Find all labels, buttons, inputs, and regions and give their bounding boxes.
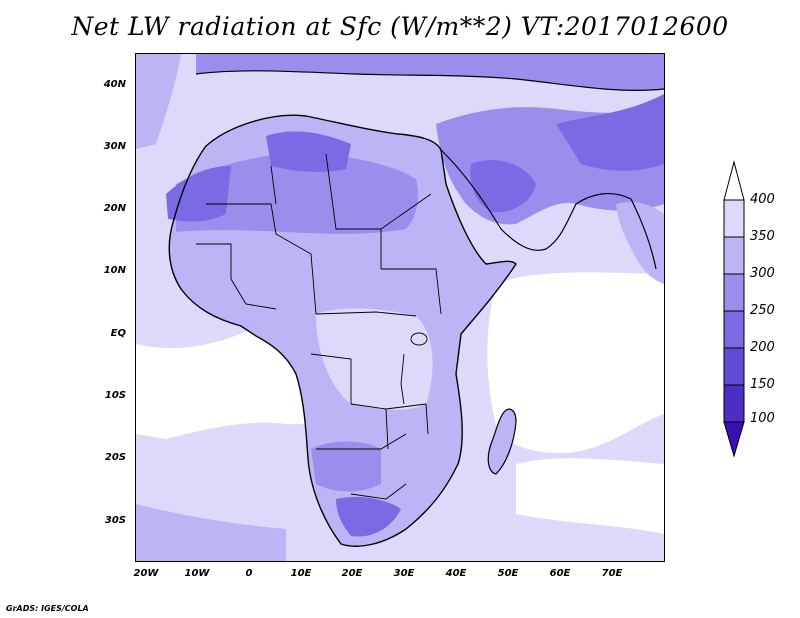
madagascar-region: [488, 409, 516, 474]
lat-label-20s: 20S: [104, 452, 126, 463]
colorbar-label-250: 250: [750, 303, 775, 318]
south-africa-dark: [336, 497, 401, 537]
lon-label-70e: 70E: [601, 568, 623, 579]
madagascar-coastline: [487, 408, 517, 475]
ocean-high-region-south: [516, 458, 664, 534]
lat-label-20n: 20N: [103, 203, 126, 214]
grads-credit: GrADS: IGES/COLA: [6, 604, 89, 613]
europe-coastline: [195, 70, 664, 91]
ocean-region-nw: [136, 54, 181, 149]
lat-label-30s: 30S: [104, 515, 126, 526]
lon-label-30e: 30E: [393, 568, 415, 579]
kalahari-dark: [311, 441, 381, 492]
lake-malawi: [425, 403, 429, 435]
colorbar: [723, 160, 745, 458]
lat-label-10n: 10N: [103, 265, 126, 276]
colorbar-bottom-arrow: [723, 421, 745, 458]
lat-label-30n: 30N: [103, 141, 126, 152]
arabia-dark: [470, 160, 536, 213]
lon-label-20e: 20E: [341, 568, 363, 579]
colorbar-label-200: 200: [750, 340, 775, 355]
chart-title: Net LW radiation at Sfc (W/m**2) VT:2017…: [71, 12, 729, 41]
radiation-map: [136, 54, 664, 561]
lon-label-0: 0: [245, 568, 253, 579]
lake-tanganyika: [400, 353, 405, 405]
lon-label-10e: 10E: [290, 568, 312, 579]
colorbar-label-400: 400: [750, 192, 775, 207]
country-borders: [196, 153, 442, 500]
algeria-dark: [266, 131, 351, 172]
africa-coastline: [168, 114, 517, 547]
colorbar-top-arrow: [723, 160, 745, 201]
colorbar-bin-100-150: [723, 384, 745, 423]
lat-label-10s: 10S: [104, 390, 126, 401]
ocean-region-sw: [136, 504, 286, 561]
arabia-coastline: [440, 149, 657, 270]
lon-label-50e: 50E: [497, 568, 519, 579]
colorbar-label-350: 350: [750, 229, 775, 244]
lon-label-20w: 20W: [133, 568, 159, 579]
europe-region: [196, 54, 664, 91]
lon-label-60e: 60E: [549, 568, 571, 579]
colorbar-label-300: 300: [750, 266, 775, 281]
lon-label-40e: 40E: [445, 568, 467, 579]
western-sahara-dark: [166, 166, 231, 222]
congo-basin-light: [316, 308, 433, 410]
iran-dark: [556, 94, 664, 171]
lake-victoria: [410, 332, 428, 346]
lat-label-40n: 40N: [103, 79, 126, 90]
lon-label-10w: 10W: [184, 568, 210, 579]
colorbar-bin-300-350: [723, 236, 745, 275]
ocean-high-region-east: [487, 272, 664, 454]
colorbar-label-150: 150: [750, 377, 775, 392]
colorbar-bin-150-200: [723, 347, 745, 386]
map-panel: [135, 53, 665, 562]
colorbar-label-100: 100: [750, 411, 775, 426]
lat-label-eq: EQ: [110, 328, 126, 339]
colorbar-bin-250-300: [723, 273, 745, 312]
colorbar-bin-350-400: [723, 199, 745, 238]
colorbar-bin-200-250: [723, 310, 745, 349]
india-region: [616, 202, 664, 284]
sahara-band: [176, 153, 418, 234]
